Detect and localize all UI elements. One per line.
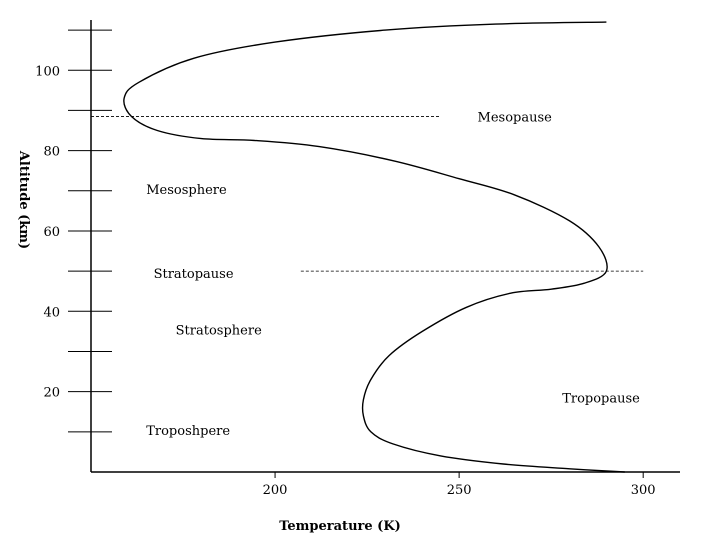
y-tick-label: 100 (35, 64, 60, 79)
region-label: Troposhpere (146, 424, 230, 439)
temperature-profile-line (123, 21, 625, 473)
y-tick-label: 80 (43, 145, 60, 160)
region-label: Mesosphere (146, 183, 227, 198)
x-tick-label: 300 (631, 483, 656, 498)
region-label: Tropopause (562, 392, 640, 407)
x-axis-title: Temperature (K) (279, 519, 401, 534)
reference-lines (91, 116, 644, 272)
y-tick-label: 60 (43, 225, 60, 240)
y-axis-title: Altitude (km) (16, 150, 31, 249)
tick-labels: 20 40 60 80 100 200 250 300 (35, 64, 655, 498)
region-label: Stratopause (154, 267, 234, 282)
region-labels: Mesopause Mesosphere Stratopause Stratosphe… (146, 110, 640, 438)
region-label: Mesopause (478, 110, 553, 125)
tick-marks (68, 29, 644, 478)
axes (90, 20, 680, 473)
x-tick-label: 250 (447, 483, 472, 498)
y-tick-label: 40 (43, 305, 60, 320)
x-tick-label: 200 (263, 483, 288, 498)
y-tick-label: 20 (43, 386, 60, 401)
region-label: Stratosphere (176, 323, 262, 338)
